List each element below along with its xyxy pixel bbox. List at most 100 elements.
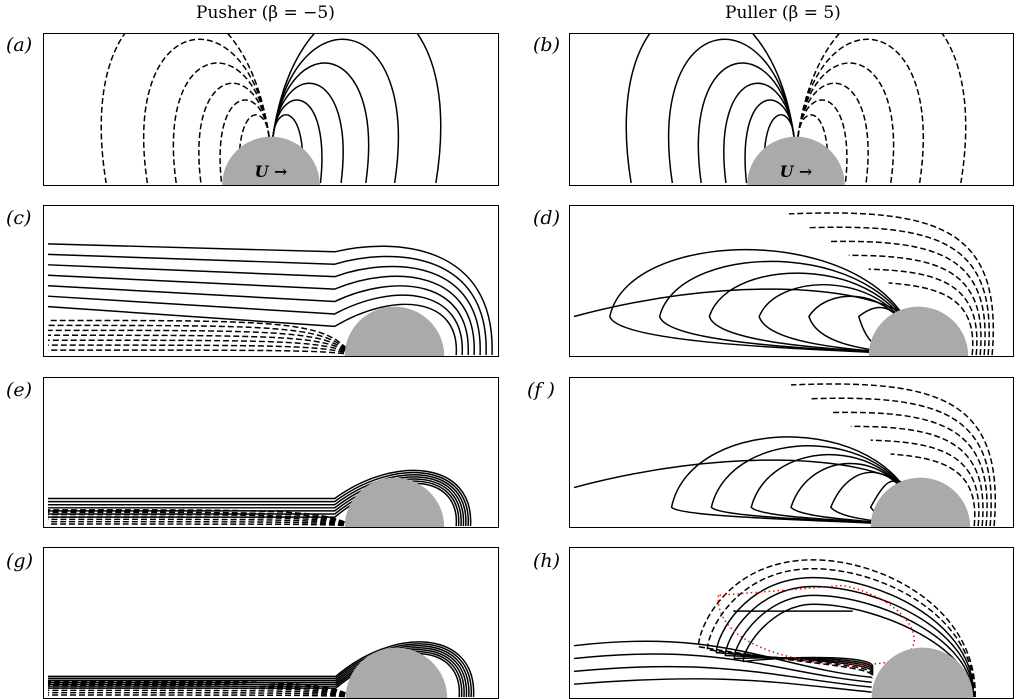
contour-solid bbox=[715, 576, 974, 698]
contour-dashed bbox=[788, 212, 994, 356]
contour-dashed bbox=[868, 268, 978, 356]
swimmer-body bbox=[344, 306, 445, 356]
contour-red-dotted bbox=[717, 584, 915, 666]
contour-solid bbox=[724, 585, 973, 698]
contour-dashed bbox=[47, 344, 353, 356]
swimmer-body bbox=[344, 477, 445, 527]
contour-dashed bbox=[47, 349, 353, 356]
panel-d bbox=[569, 205, 1014, 357]
column-title-pusher: Pusher (β = −5) bbox=[196, 3, 335, 23]
contour-solid bbox=[758, 284, 920, 356]
contour-dashed bbox=[47, 319, 354, 356]
swimmer-velocity-label: U → bbox=[780, 162, 813, 181]
contour-dashed bbox=[47, 691, 354, 698]
contour-dashed bbox=[47, 689, 354, 698]
swimmer-body bbox=[868, 306, 969, 356]
streamline-left bbox=[172, 62, 270, 184]
panel-b: U → bbox=[569, 33, 1014, 186]
panel-label-c: (c) bbox=[6, 207, 32, 229]
streamline-left bbox=[100, 34, 270, 184]
streamline-right bbox=[272, 82, 344, 184]
streamline-left bbox=[142, 38, 270, 184]
swimmer-body bbox=[871, 647, 974, 698]
panel-d-plot bbox=[573, 212, 994, 356]
contour-dashed bbox=[888, 282, 974, 356]
contour-dashed bbox=[697, 559, 976, 698]
contour-dashed bbox=[850, 425, 984, 527]
contour-solid bbox=[47, 641, 475, 698]
contour-solid bbox=[47, 264, 481, 356]
contour-solid bbox=[47, 274, 475, 356]
contour-solid bbox=[573, 678, 872, 693]
contour-dashed bbox=[47, 687, 354, 698]
contour-solid bbox=[47, 476, 465, 527]
swimmer-body bbox=[870, 477, 971, 527]
contour-solid bbox=[708, 272, 920, 356]
panel-a: U → bbox=[43, 33, 499, 186]
contour-dashed bbox=[47, 694, 354, 698]
contour-solid bbox=[47, 469, 472, 527]
column-title-puller: Puller (β = 5) bbox=[725, 3, 841, 23]
panel-g-plot bbox=[47, 641, 475, 698]
panel-a-plot: U → bbox=[100, 34, 442, 185]
contour-solid bbox=[47, 650, 463, 698]
streamline-right bbox=[797, 34, 967, 184]
panel-label-b: (b) bbox=[533, 34, 560, 56]
contour-solid bbox=[573, 653, 872, 683]
contour-solid bbox=[573, 288, 909, 318]
contour-dashed bbox=[808, 226, 990, 356]
panel-label-h: (h) bbox=[533, 550, 561, 572]
contour-dashed bbox=[890, 453, 976, 527]
contour-dashed bbox=[47, 324, 354, 356]
panel-h bbox=[569, 547, 1014, 699]
swimmer-body bbox=[222, 136, 320, 185]
streamline-left bbox=[198, 82, 270, 184]
contour-solid bbox=[47, 243, 493, 356]
contour-dashed bbox=[47, 518, 353, 527]
contour-solid bbox=[47, 474, 467, 527]
panel-label-e: (e) bbox=[6, 379, 33, 401]
contour-solid bbox=[47, 645, 470, 698]
contour-solid bbox=[47, 478, 462, 527]
contour-dashed bbox=[848, 254, 982, 356]
panel-label-f: (f ) bbox=[527, 379, 555, 401]
panel-f-plot bbox=[573, 383, 996, 527]
contour-solid bbox=[47, 253, 487, 356]
contour-dashed bbox=[47, 523, 353, 527]
panel-e-plot bbox=[47, 469, 472, 527]
swimmer-body bbox=[345, 647, 448, 698]
contour-dashed bbox=[790, 383, 996, 527]
contour-solid bbox=[573, 640, 872, 679]
streamline-right bbox=[272, 34, 442, 184]
contour-dashed bbox=[47, 334, 354, 356]
panel-label-g: (g) bbox=[6, 550, 33, 572]
contour-solid bbox=[47, 647, 468, 698]
contour-solid bbox=[47, 284, 469, 356]
contour-dashed bbox=[47, 329, 354, 356]
contour-dashed bbox=[47, 680, 355, 698]
swimmer-body bbox=[747, 136, 845, 185]
contour-dashed bbox=[706, 567, 975, 698]
panel-f bbox=[569, 377, 1014, 528]
contour-dashed bbox=[47, 520, 353, 527]
contour-dashed bbox=[828, 240, 986, 356]
streamline-left bbox=[697, 62, 795, 184]
streamline-right bbox=[797, 82, 869, 184]
contour-dashed bbox=[47, 684, 354, 698]
contour-solid bbox=[47, 294, 463, 356]
contour-solid bbox=[573, 665, 872, 688]
contour-dashed bbox=[47, 509, 354, 527]
contour-solid bbox=[47, 480, 460, 527]
contour-dashed bbox=[47, 511, 353, 527]
contour-dashed bbox=[47, 513, 353, 527]
streamline-left bbox=[667, 38, 795, 184]
contour-dashed bbox=[47, 339, 353, 356]
streamline-right bbox=[272, 38, 400, 184]
swimmer-velocity-label: U → bbox=[255, 162, 288, 181]
panel-g bbox=[43, 547, 499, 699]
streamline-right bbox=[797, 62, 895, 184]
panel-label-a: (a) bbox=[6, 34, 33, 56]
panel-b-plot: U → bbox=[625, 34, 967, 185]
contour-solid bbox=[573, 459, 911, 489]
panel-c-plot bbox=[47, 243, 493, 356]
